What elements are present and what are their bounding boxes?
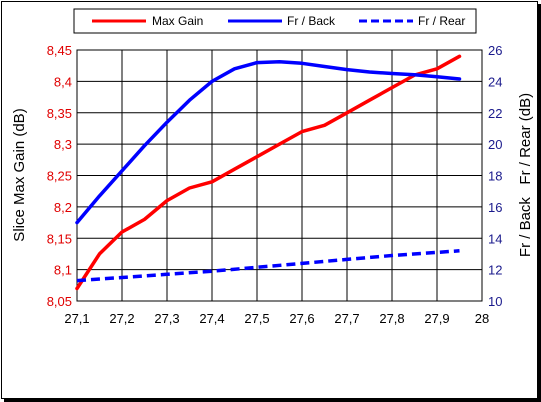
x-tick-label: 27,3	[154, 311, 179, 326]
y-left-tick-label: 8,1	[54, 263, 72, 278]
y-right-tick-label: 14	[488, 231, 502, 246]
series-line-fr-rear	[76, 249, 460, 283]
y-left-tick-label: 8,4	[54, 74, 72, 89]
x-tick-label: 27,6	[289, 311, 314, 326]
y-right-tick-label: 16	[488, 200, 502, 215]
y-left-tick-label: 8,45	[47, 43, 72, 58]
x-tick-label: 28	[475, 311, 489, 326]
series-line-max-gain	[75, 54, 462, 291]
y-left-tick-label: 8,2	[54, 200, 72, 215]
x-tick-label: 27,1	[64, 311, 89, 326]
ticks-layer: 27,1 27,2 27,3 27,4 27,5 27,6 27,7 27,8 27,9 28 8,…	[47, 43, 503, 326]
x-tick-label: 27,9	[424, 311, 449, 326]
x-tick-label: 27,8	[379, 311, 404, 326]
x-tick-label: 27,4	[199, 311, 224, 326]
y-left-tick-label: 8,25	[47, 169, 72, 184]
y-axis-left-title: Slice Max Gain (dB)	[11, 108, 28, 241]
y-right-tick-label: 26	[488, 43, 502, 58]
legend-label-fr-back: Fr / Back	[287, 14, 336, 28]
legend-label-max-gain: Max Gain	[152, 14, 203, 28]
legend-label-fr-rear: Fr / Rear	[418, 14, 465, 28]
series-line-fr-back	[75, 60, 462, 225]
y-right-tick-label: 24	[488, 74, 502, 89]
y-right-tick-label: 22	[488, 106, 502, 121]
y-right-tick-label: 20	[488, 137, 502, 152]
legend: Max Gain Fr / Back Fr / Rear	[73, 8, 477, 34]
y-left-tick-label: 8,3	[54, 137, 72, 152]
x-tick-label: 27,2	[109, 311, 134, 326]
grid	[76, 49, 483, 302]
y-right-tick-label: 10	[488, 294, 502, 309]
y-left-tick-label: 8,05	[47, 294, 72, 309]
x-tick-label: 27,5	[244, 311, 269, 326]
y-right-tick-label: 12	[488, 263, 502, 278]
x-tick-label: 27,7	[334, 311, 359, 326]
y-left-tick-label: 8,35	[47, 106, 72, 121]
y-left-tick-label: 8,15	[47, 231, 72, 246]
series-layer	[75, 54, 462, 291]
y-axis-right-title: Fr / Back Fr / Rear (dB)	[517, 93, 534, 257]
y-right-tick-label: 18	[488, 169, 502, 184]
